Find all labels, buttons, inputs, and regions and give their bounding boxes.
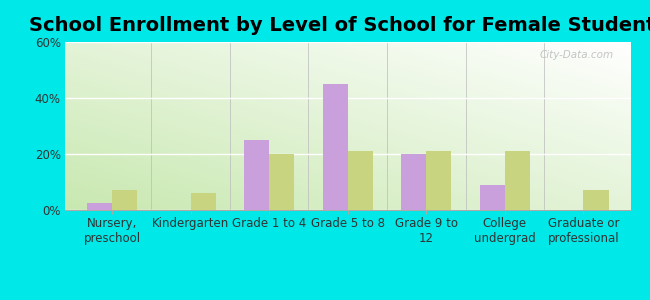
Bar xyxy=(348,151,373,210)
Text: City-Data.com: City-Data.com xyxy=(540,50,614,60)
Bar xyxy=(322,84,348,210)
Bar xyxy=(112,190,137,210)
Bar xyxy=(505,151,530,210)
Bar xyxy=(401,154,426,210)
Bar xyxy=(87,203,112,210)
Bar xyxy=(480,185,505,210)
Bar xyxy=(426,151,452,210)
Bar xyxy=(190,193,216,210)
Title: School Enrollment by Level of School for Female Students: School Enrollment by Level of School for… xyxy=(29,16,650,35)
Bar xyxy=(269,154,294,210)
Bar xyxy=(584,190,608,210)
Bar xyxy=(244,140,269,210)
